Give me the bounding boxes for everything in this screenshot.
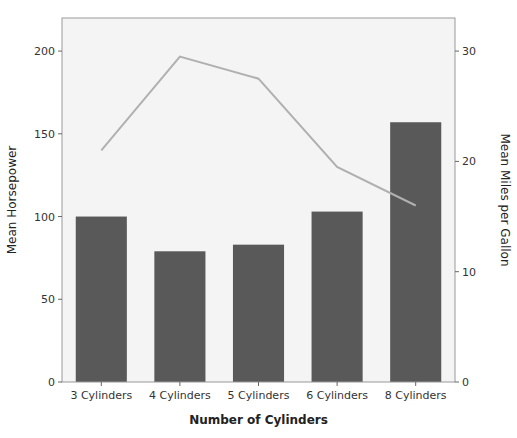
y-tick	[58, 382, 62, 383]
x-tick-label: 5 Cylinders	[228, 389, 290, 402]
x-tick-label: 3 Cylinders	[70, 389, 132, 402]
x-tick	[337, 382, 338, 386]
chart: 0 50 100 150 200 0 10 20 30 3 Cylinders 4 Cylinder…	[0, 0, 517, 438]
y-tick-label: 100	[34, 211, 55, 224]
y-tick	[58, 133, 62, 134]
chart-container: 0 50 100 150 200 0 10 20 30 3 Cylinders 4 Cylinder…	[0, 0, 517, 438]
y-tick-label: 150	[34, 128, 55, 141]
y2-tick	[455, 161, 459, 162]
y2-tick	[455, 382, 459, 383]
y-tick	[58, 299, 62, 300]
y-tick	[58, 51, 62, 52]
bar	[312, 212, 363, 382]
bar	[154, 251, 205, 382]
y-tick-label: 50	[41, 293, 55, 306]
y-tick-label: 0	[48, 376, 55, 389]
x-axis-title: Number of Cylinders	[189, 413, 328, 427]
x-tick	[179, 382, 180, 386]
bar	[390, 122, 441, 382]
y2-tick-label: 20	[462, 155, 476, 168]
y2-tick	[455, 51, 459, 52]
y2-axis-title: Mean Miles per Gallon	[498, 134, 512, 267]
x-tick	[101, 382, 102, 386]
marks	[76, 57, 441, 382]
x-tick	[415, 382, 416, 386]
bar	[76, 217, 127, 382]
y-tick	[58, 216, 62, 217]
bar	[233, 245, 284, 382]
y-axis-title: Mean Horsepower	[5, 146, 19, 255]
y2-tick-label: 0	[462, 376, 469, 389]
x-tick-label: 8 Cylinders	[385, 389, 447, 402]
x-tick-label: 4 Cylinders	[149, 389, 211, 402]
y-tick-label: 200	[34, 45, 55, 58]
plot-area	[62, 18, 455, 382]
y2-tick-label: 30	[462, 45, 476, 58]
x-tick	[258, 382, 259, 386]
y2-tick-label: 10	[462, 266, 476, 279]
y2-tick	[455, 271, 459, 272]
plot-frame	[62, 18, 455, 382]
x-tick-label: 6 Cylinders	[306, 389, 368, 402]
line	[101, 57, 415, 206]
